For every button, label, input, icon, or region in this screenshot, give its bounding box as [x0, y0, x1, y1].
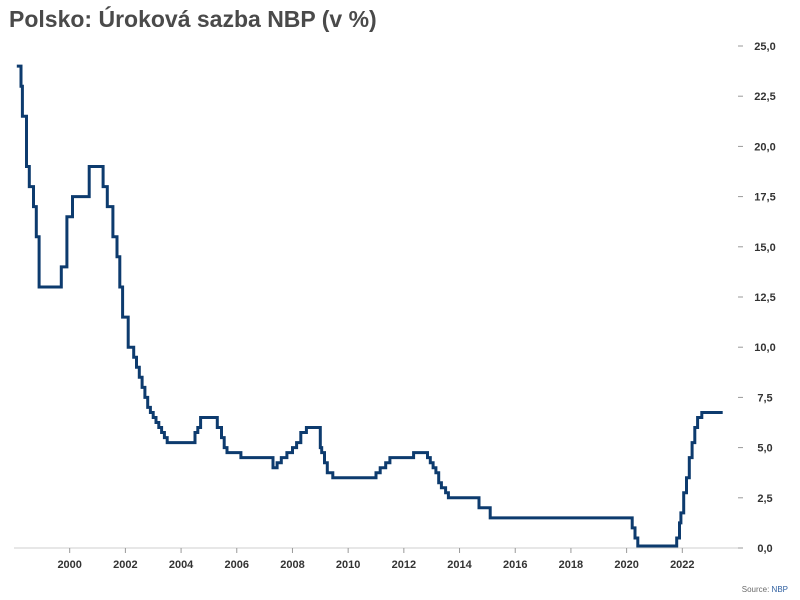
source-label: Source: — [741, 585, 770, 594]
x-tick-label: 2018 — [559, 559, 583, 571]
x-tick-label: 2012 — [392, 559, 416, 571]
y-tick-label: 7,5 — [757, 392, 772, 404]
y-tick-label: 12,5 — [754, 292, 775, 304]
y-tick-label: 17,5 — [754, 192, 775, 204]
x-tick-label: 2002 — [113, 559, 137, 571]
x-tick-label: 2022 — [670, 559, 694, 571]
x-tick-label: 2016 — [503, 559, 527, 571]
series-line — [16, 64, 723, 548]
y-axis: 0,0 2,5 5,0 7,5 10,0 12,5 15,0 17,5 20,0 22,5 25,0 — [738, 41, 776, 555]
source-note: Source: NBP — [742, 585, 788, 594]
source-name: NBP — [771, 585, 788, 594]
x-axis: 2000 2002 2004 2006 2008 2010 2012 2014 2016 2018… — [14, 547, 738, 571]
x-tick-label: 2000 — [57, 559, 81, 571]
chart-title: Polsko: Úroková sazba NBP (v %) — [9, 6, 377, 32]
x-tick-label: 2014 — [447, 559, 472, 571]
y-tick-label: 2,5 — [757, 493, 772, 505]
x-tick-label: 2020 — [614, 559, 638, 571]
y-tick-label: 0,0 — [757, 543, 772, 555]
series-layer — [16, 64, 723, 548]
y-tick-label: 10,0 — [754, 342, 775, 354]
y-tick-label: 5,0 — [757, 443, 772, 455]
x-tick-label: 2010 — [336, 559, 360, 571]
y-tick-label: 22,5 — [754, 91, 775, 103]
x-tick-label: 2004 — [169, 559, 194, 571]
x-tick-label: 2008 — [280, 559, 304, 571]
x-tick-label: 2006 — [225, 559, 249, 571]
y-tick-label: 15,0 — [754, 242, 775, 254]
y-tick-label: 25,0 — [754, 41, 775, 53]
y-tick-label: 20,0 — [754, 141, 775, 153]
